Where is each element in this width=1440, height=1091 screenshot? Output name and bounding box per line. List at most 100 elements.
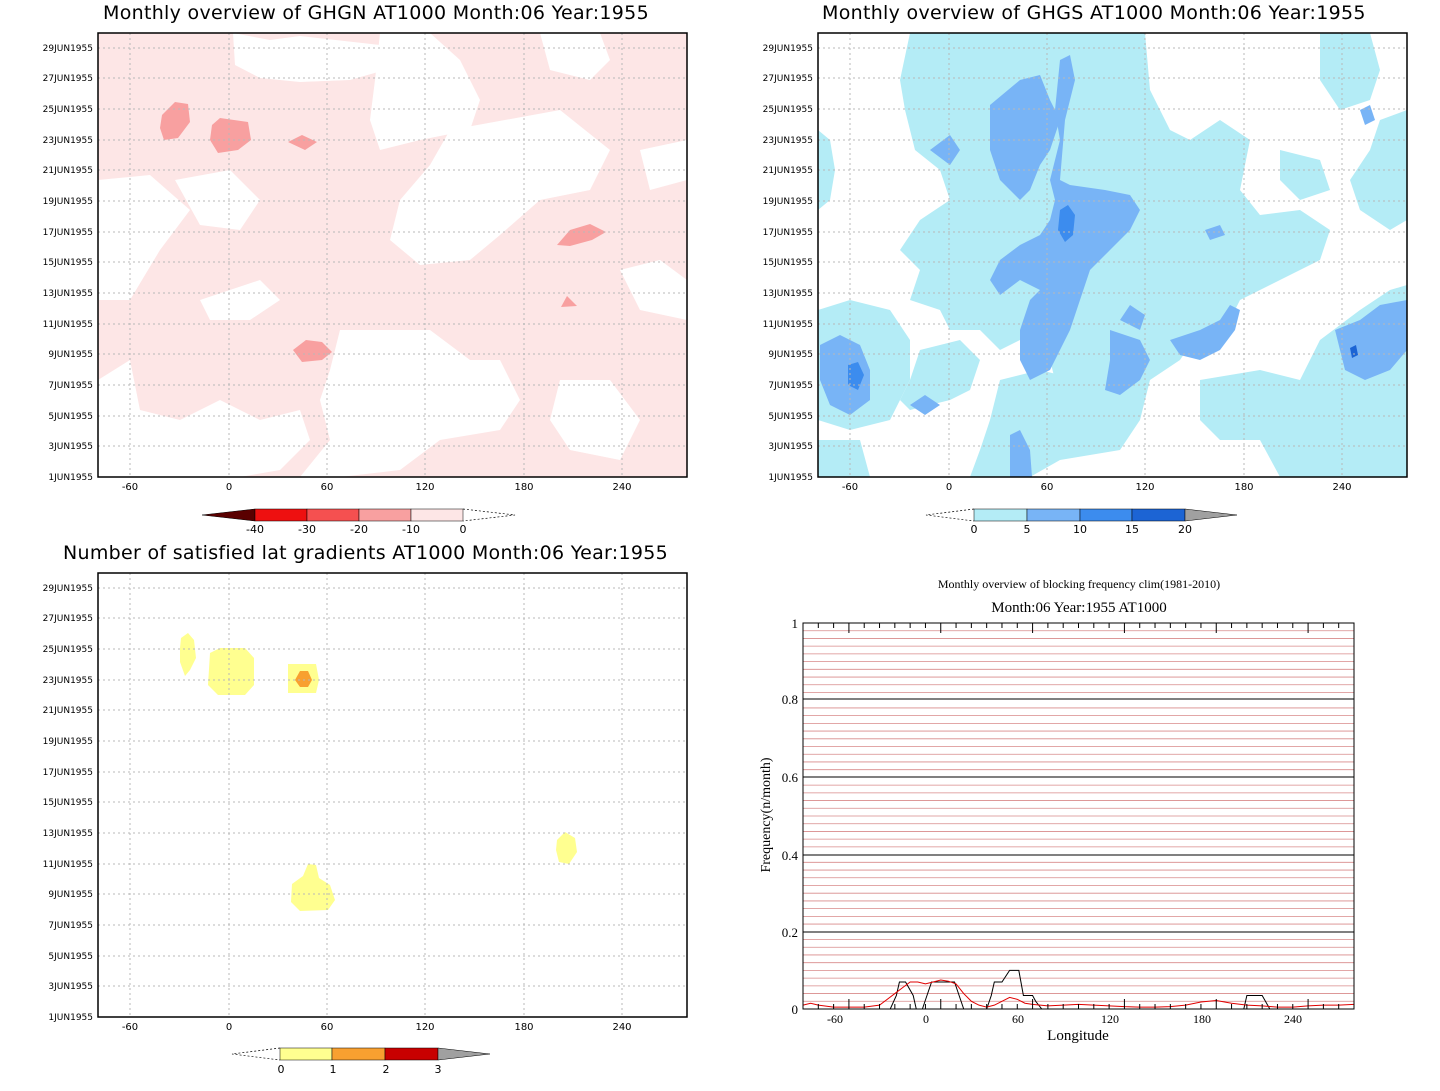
frequency-minor-grid — [803, 630, 1354, 1002]
frequency-major-grid — [803, 698, 1354, 933]
series-line-1 — [802, 979, 1355, 1008]
y-tick-label: 3JUN1955 — [48, 982, 93, 992]
y-tick-label: 5JUN1955 — [768, 412, 813, 422]
frequency-title: Monthly overview of blocking frequency c… — [938, 577, 1220, 591]
ghgn-x-ticks: -60 0 60 120 180 240 — [122, 482, 632, 493]
colorbar-swatch — [1131, 508, 1186, 522]
x-tick-label: 60 — [1041, 482, 1054, 493]
y-tick-label: 3JUN1955 — [48, 442, 93, 452]
y-tick-label: 23JUN1955 — [43, 136, 93, 146]
ghgs-dark-areas — [848, 205, 1380, 390]
colorbar-triangle — [231, 1047, 281, 1061]
colorbar-triangle — [201, 508, 256, 522]
colorbar-label: 10 — [1073, 523, 1087, 536]
y-tick-label: 7JUN1955 — [768, 381, 813, 391]
x-tick-label: 0 — [226, 1022, 232, 1033]
colorbar-swatch — [279, 1047, 333, 1061]
y-tick-label: 13JUN1955 — [43, 829, 93, 839]
ghgn-grid — [98, 33, 687, 477]
y-tick-label: 29JUN1955 — [43, 584, 93, 594]
gradients-orange-patch — [295, 671, 312, 687]
y-tick-label: 11JUN1955 — [43, 860, 93, 870]
x-tick-label: 60 — [321, 482, 334, 493]
y-tick-label: 15JUN1955 — [763, 258, 813, 268]
colorbar-label: -30 — [298, 523, 316, 536]
colorbar-swatch — [306, 508, 360, 522]
colorbar-triangle — [437, 1047, 491, 1061]
x-tick-label: 240 — [1284, 1012, 1302, 1026]
y-tick-label: 25JUN1955 — [43, 645, 93, 655]
x-tick-label: -60 — [827, 1012, 843, 1026]
colorbar-swatch — [254, 508, 308, 522]
y-tick-label: 29JUN1955 — [43, 44, 93, 54]
x-tick-label: 180 — [1193, 1012, 1211, 1026]
ghgn-y-ticks: 1JUN1955 3JUN1955 5JUN1955 7JUN1955 9JUN… — [43, 44, 93, 483]
colorbar-label: -10 — [402, 523, 420, 536]
ghgs-map: 1JUN1955 3JUN1955 5JUN1955 7JUN1955 9JUN… — [763, 32, 1408, 536]
frequency-y-ticks: 0 0.2 0.4 0.6 0.8 1 — [782, 616, 799, 1017]
y-tick-label: 13JUN1955 — [763, 289, 813, 299]
ghgs-plot-frame — [817, 32, 1408, 478]
y-tick-label: 21JUN1955 — [763, 166, 813, 176]
y-tick-label: 5JUN1955 — [48, 952, 93, 962]
y-tick-label: 9JUN1955 — [48, 890, 93, 900]
colorbar-swatch — [358, 508, 412, 522]
colorbar-label: 0 — [278, 1063, 285, 1076]
x-tick-label: 120 — [415, 482, 434, 493]
gradients-y-ticks: 1JUN1955 3JUN1955 5JUN1955 7JUN1955 9JUN… — [43, 584, 93, 1023]
ghgs-colorbar: 0 5 10 15 20 — [925, 508, 1238, 536]
y-tick-label: 0 — [792, 1002, 799, 1017]
y-tick-label: 13JUN1955 — [43, 289, 93, 299]
y-tick-label: 19JUN1955 — [43, 737, 93, 747]
colorbar-label: -40 — [246, 523, 264, 536]
y-tick-label: 7JUN1955 — [48, 381, 93, 391]
frequency-subtitle: Month:06 Year:1955 AT1000 — [991, 600, 1166, 616]
y-tick-label: 23JUN1955 — [43, 676, 93, 686]
ghgn-anomaly-patches — [160, 102, 606, 362]
ghgn-plot-frame — [97, 32, 688, 478]
x-tick-label: 0 — [923, 1012, 929, 1026]
y-tick-label: 1 — [792, 616, 799, 631]
y-tick-label: 21JUN1955 — [43, 166, 93, 176]
y-tick-label: 27JUN1955 — [43, 74, 93, 84]
gradients-map: 1JUN1955 3JUN1955 5JUN1955 7JUN1955 9JUN… — [43, 572, 688, 1076]
gradients-colorbar: 0 1 2 3 — [231, 1047, 491, 1076]
y-tick-label: 29JUN1955 — [763, 44, 813, 54]
ghgn-panel: Monthly overview of GHGN AT1000 Month:06… — [0, 0, 720, 545]
x-tick-label: 120 — [1135, 482, 1154, 493]
y-tick-label: 7JUN1955 — [48, 921, 93, 931]
colorbar-swatch — [973, 508, 1028, 522]
ghgs-x-ticks: -60 0 60 120 180 240 — [842, 482, 1352, 493]
x-tick-label: -60 — [122, 1022, 138, 1033]
ghgn-map: 1JUN1955 3JUN1955 5JUN1955 7JUN1955 9JUN… — [43, 32, 688, 536]
frequency-x-label: Longitude — [1047, 1028, 1109, 1044]
gradients-plot-background — [98, 573, 687, 1017]
ghgn-title: Monthly overview of GHGN AT1000 Month:06… — [103, 2, 649, 24]
colorbar-label: 0 — [460, 523, 467, 536]
colorbar-label: 2 — [383, 1063, 390, 1076]
x-tick-label: 180 — [514, 1022, 533, 1033]
colorbar-triangle — [462, 508, 516, 522]
x-tick-label: 60 — [321, 1022, 334, 1033]
y-tick-label: 0.6 — [782, 770, 799, 785]
ghgs-panel: Monthly overview of GHGS AT1000 Month:06… — [720, 0, 1440, 545]
ghgs-title: Monthly overview of GHGS AT1000 Month:06… — [822, 2, 1366, 24]
colorbar-label: 5 — [1024, 523, 1031, 536]
frequency-chart: Monthly overview of blocking frequency c… — [759, 577, 1355, 1044]
y-tick-label: 3JUN1955 — [768, 442, 813, 452]
colorbar-label: 15 — [1125, 523, 1139, 536]
y-tick-label: 17JUN1955 — [763, 228, 813, 238]
y-tick-label: 0.4 — [782, 848, 799, 863]
y-tick-label: 15JUN1955 — [43, 798, 93, 808]
y-tick-label: 19JUN1955 — [763, 197, 813, 207]
gradients-grid — [98, 573, 687, 1017]
ghgs-y-ticks: 1JUN1955 3JUN1955 5JUN1955 7JUN1955 9JUN… — [763, 44, 813, 483]
series-line-0 — [803, 969, 1354, 1010]
y-tick-label: 9JUN1955 — [768, 350, 813, 360]
colorbar-label: 1 — [330, 1063, 337, 1076]
colorbar-swatch — [331, 1047, 386, 1061]
y-tick-label: 27JUN1955 — [43, 614, 93, 624]
y-tick-label: 9JUN1955 — [48, 350, 93, 360]
y-tick-label: 25JUN1955 — [763, 105, 813, 115]
ghgs-grid — [818, 33, 1407, 477]
